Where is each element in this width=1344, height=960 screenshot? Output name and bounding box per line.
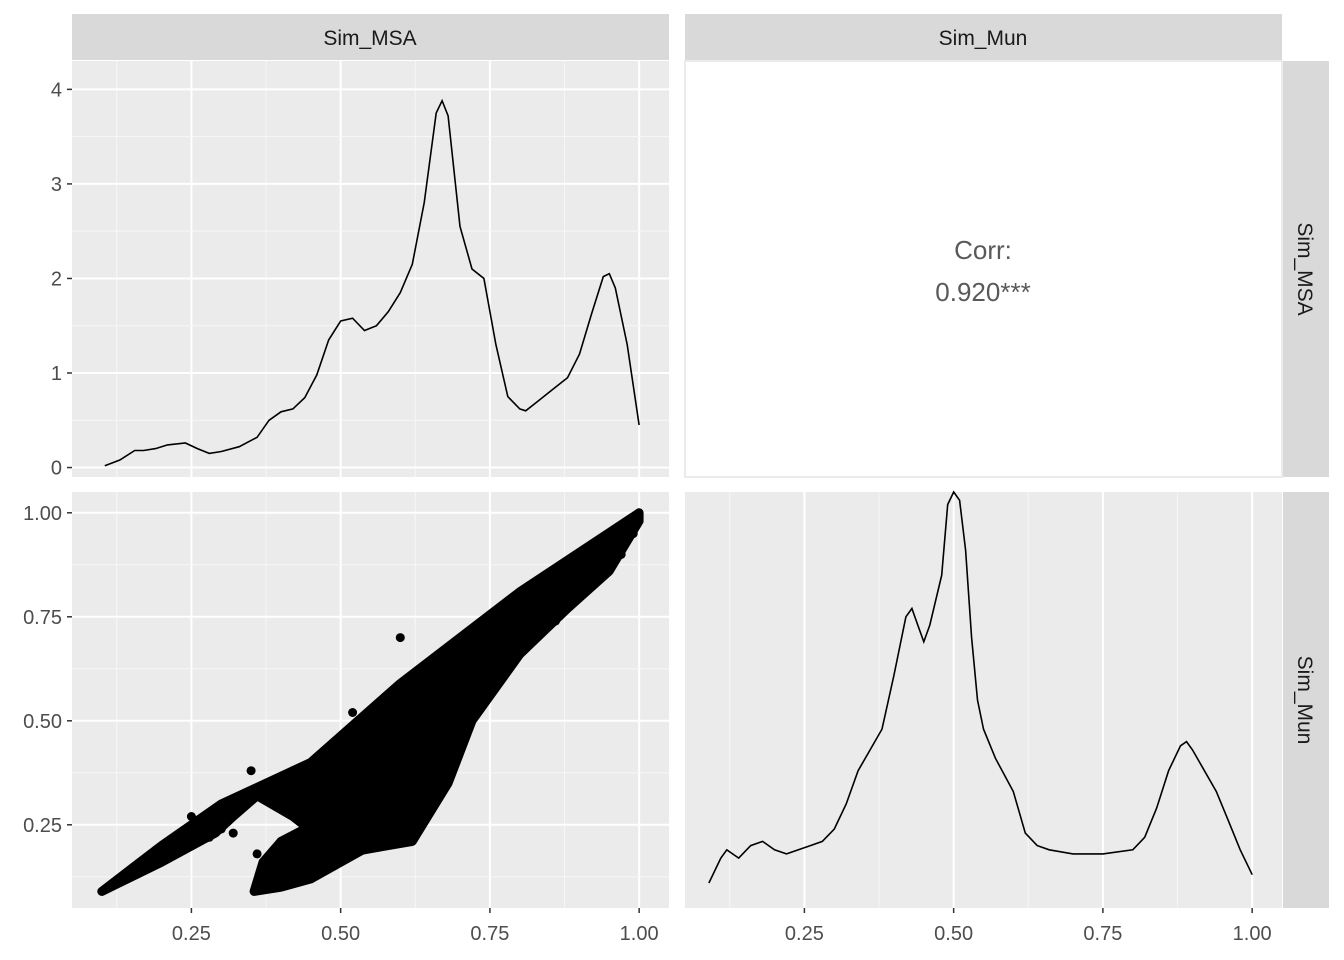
strip-right-sim-msa [1283,61,1329,477]
corr-label: Corr: [954,235,1012,265]
data-layer [97,98,1253,896]
scatter-point [455,691,465,701]
scatter-point [228,828,238,838]
scatter-y-tick-label: 1.00 [23,503,62,525]
scatter-y-tick-label: 0.25 [23,815,62,837]
scatter-point [300,791,310,801]
scatter-point [306,861,316,871]
scatter-point [551,616,561,626]
strip-top-sim-msa [72,14,669,60]
scatter-point [616,549,626,559]
scatter-point-cloud [97,508,644,896]
scatter-point [282,849,292,859]
scatter-y-tick-label: 0.50 [23,711,62,733]
scatter-x-tick-label: 1.00 [620,923,659,945]
scatter-point [527,633,537,643]
scatter-point [348,708,358,717]
scatter-point [324,812,334,821]
scatter-point [479,666,489,676]
scatter-x-tick-label: 0.75 [470,923,509,945]
scatter-y-tick-label: 0.75 [23,607,62,629]
scatter-point-cloud [249,799,375,896]
scatter-point [294,836,304,846]
scatter-point [186,812,196,821]
scatter-point [216,824,226,834]
strip-label-right-sim-mun: Sim_Mun [1293,656,1316,745]
panel-bg-top-right [684,60,1283,478]
sim-msa-density-y-tick-label: 1 [51,363,62,385]
scatter-point [383,749,393,759]
strip-right-sim-mun [1283,492,1329,908]
panel-bg-top-left [72,61,669,477]
panel-bg-bottom-right [685,492,1282,908]
sim-mun-density-x-tick-label: 0.75 [1083,923,1122,945]
strip-label-top-sim-msa: Sim_MSA [323,27,416,50]
sim-msa-density-density-line [104,98,640,467]
scatter-point [413,716,423,726]
scatter-point [449,678,459,688]
axes-layer: 0 1 2 3 4 0.25 0.50 0.75 1.00 0.25 0.50 0.75 1.00 0.2… [23,79,1272,945]
strip-label-top-sim-mun: Sim_Mun [939,27,1028,50]
scatter-point [431,708,441,717]
sim-msa-density-y-tick-label: 4 [51,79,62,101]
scatter-point [276,836,286,846]
scatter-x-tick-label: 0.50 [321,923,360,945]
scatter-point [336,841,346,851]
sim-mun-density-density-line [708,490,1253,884]
scatter-point [598,570,608,580]
strip-label-right-sim-msa: Sim_MSA [1293,222,1316,315]
strip-top-sim-mun [685,14,1282,60]
scatter-point [407,732,417,742]
scatter-point [312,824,322,834]
scatter-point [503,649,513,659]
sim-msa-density-y-tick-label: 0 [51,458,62,480]
scatter-point [628,529,638,539]
scatter-point [366,766,375,776]
scatter-point [252,849,262,859]
scatter-point [318,774,328,784]
scatter-point [342,787,352,796]
scatter-point [575,591,584,601]
sim-mun-density-x-tick-label: 0.25 [785,923,824,945]
scatter-point [395,633,405,643]
scatter-point [204,832,214,842]
sim-mun-density-x-tick-label: 0.50 [934,923,973,945]
sim-msa-density-y-tick-label: 2 [51,268,62,290]
sim-mun-density-x-tick-label: 1.00 [1233,923,1272,945]
scatter-x-tick-label: 0.25 [172,923,211,945]
scatter-point [246,766,256,776]
corr-value: 0.920*** [935,277,1030,307]
sim-msa-density-y-tick-label: 3 [51,174,62,196]
